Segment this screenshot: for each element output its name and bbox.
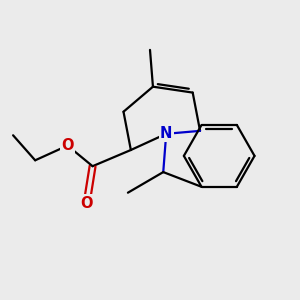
Text: N: N	[160, 126, 172, 141]
Text: O: O	[61, 138, 74, 153]
Text: O: O	[80, 196, 93, 211]
